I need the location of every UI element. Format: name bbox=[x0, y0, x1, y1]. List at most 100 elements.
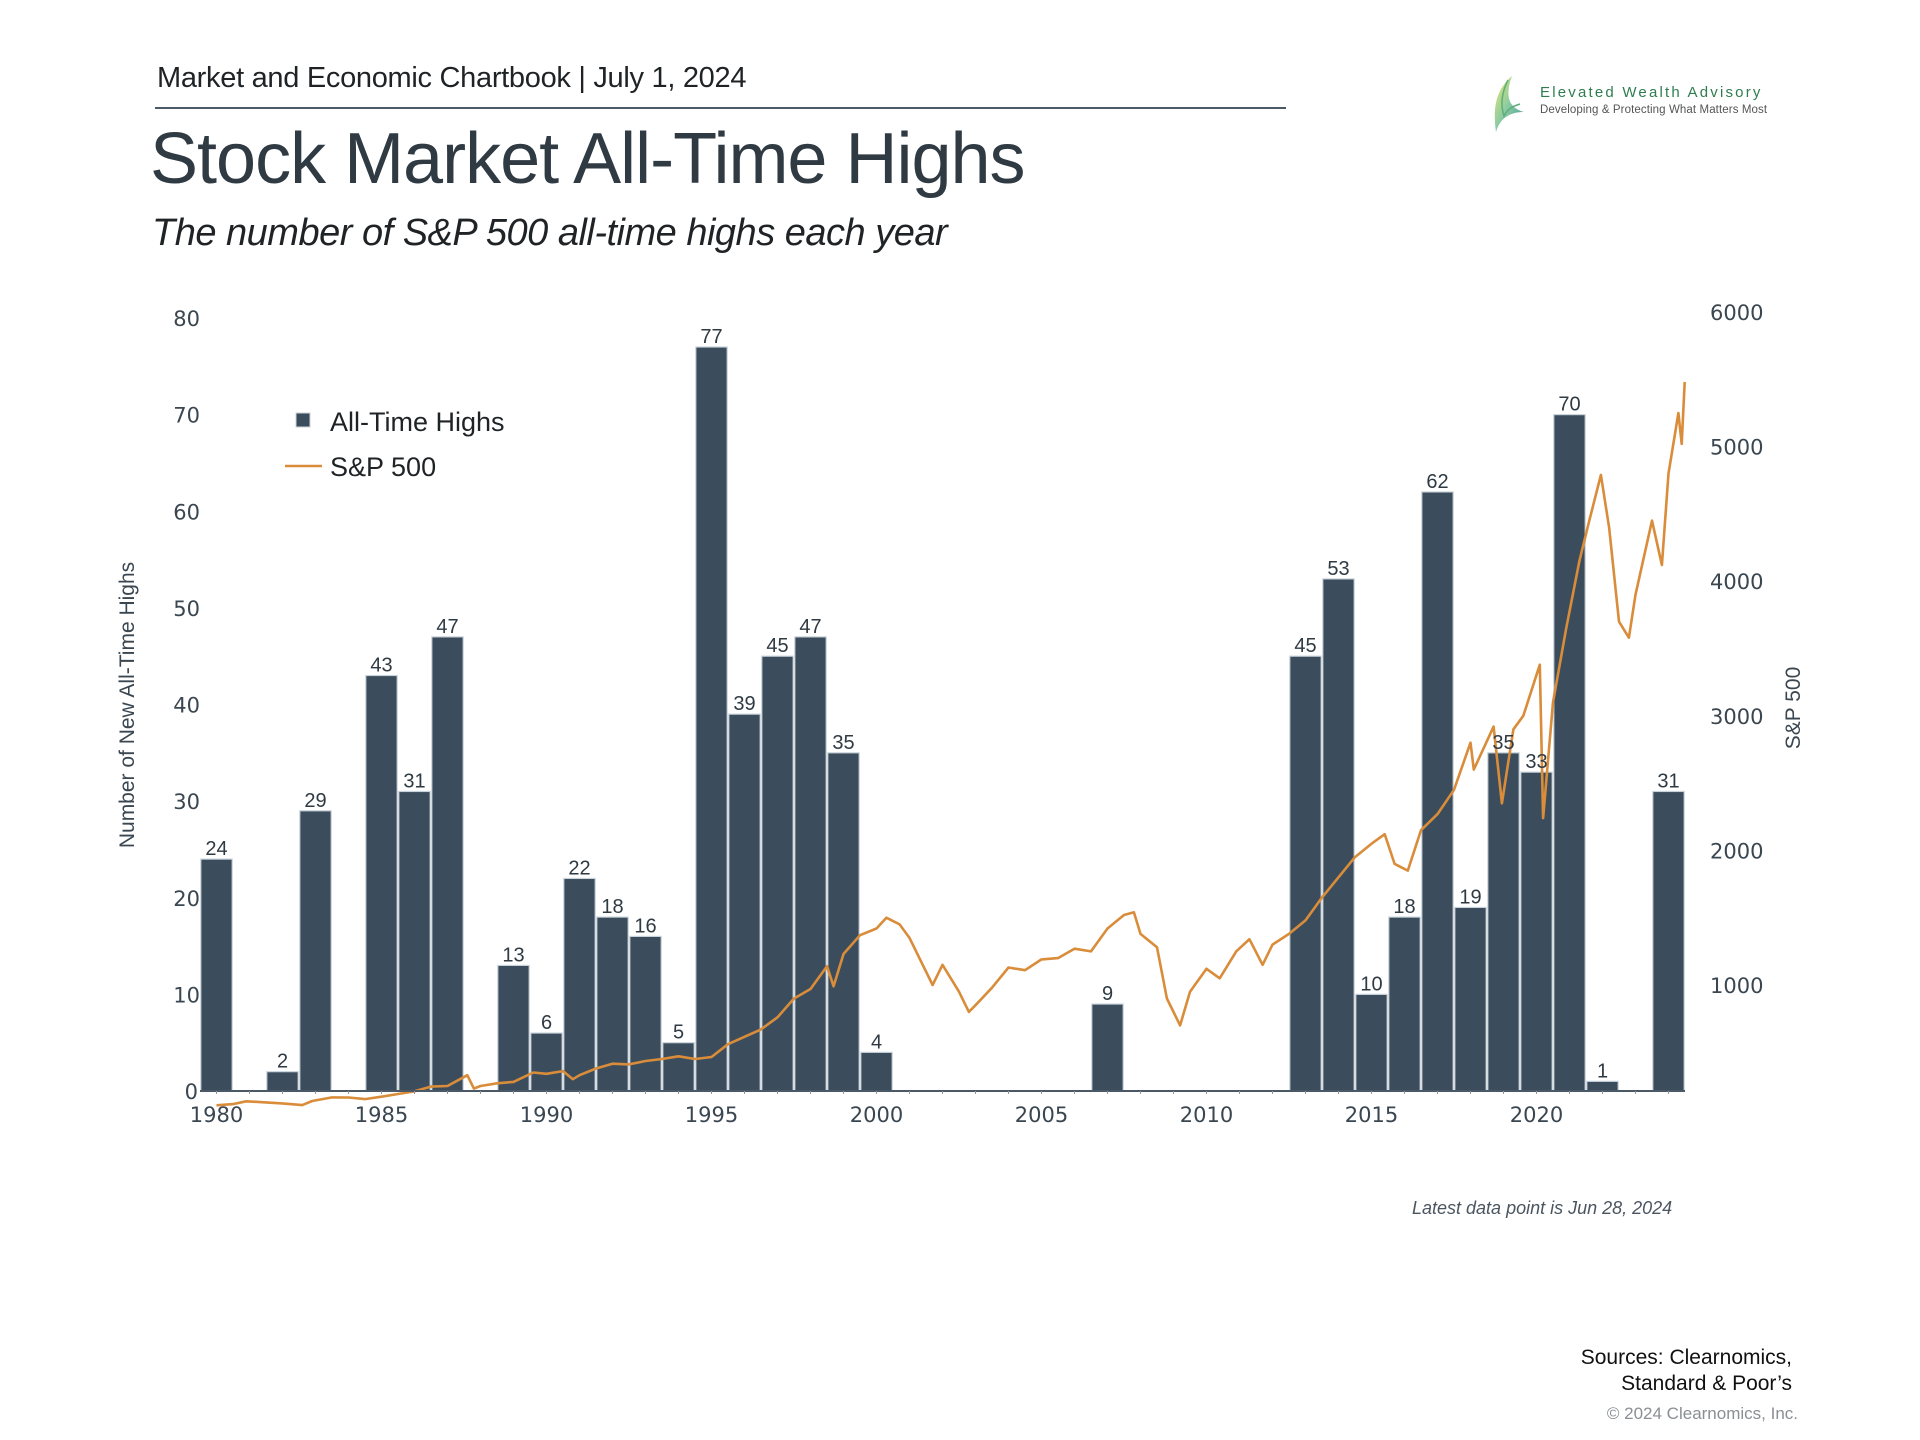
y2-tick-label-3000: 3000 bbox=[1710, 705, 1763, 729]
data-label-1993: 16 bbox=[634, 915, 656, 937]
bar-2024 bbox=[1652, 790, 1685, 1092]
y2-axis-title: S&P 500 bbox=[1782, 667, 1805, 750]
bar-1982 bbox=[266, 1071, 299, 1092]
x-tick-label-2000: 2000 bbox=[850, 1103, 903, 1127]
y2-tick-label-5000: 5000 bbox=[1710, 436, 1763, 460]
y-tick-label-80: 80 bbox=[173, 307, 200, 331]
bar-1996 bbox=[728, 713, 761, 1092]
legend-label-bars: All-Time Highs bbox=[330, 407, 505, 437]
bar-2022 bbox=[1586, 1080, 1619, 1092]
data-label-1995: 77 bbox=[700, 326, 722, 348]
data-label-1998: 47 bbox=[799, 616, 821, 638]
x-tick-label-2015: 2015 bbox=[1345, 1103, 1398, 1127]
data-label-2000: 4 bbox=[871, 1031, 882, 1053]
bar-2019 bbox=[1487, 752, 1520, 1092]
x-tick-label-1980: 1980 bbox=[190, 1103, 243, 1127]
data-label-1997: 45 bbox=[766, 635, 788, 657]
bars-layer bbox=[200, 346, 1685, 1092]
y-tick-label-30: 30 bbox=[173, 790, 200, 814]
legend-label-line: S&P 500 bbox=[330, 452, 436, 482]
bar-1983 bbox=[299, 810, 332, 1092]
data-label-1983: 29 bbox=[304, 790, 326, 812]
data-label-2019: 35 bbox=[1492, 732, 1514, 754]
y-tick-label-10: 10 bbox=[173, 983, 200, 1007]
sp500-line bbox=[216, 381, 1686, 1107]
bar-1993 bbox=[629, 935, 662, 1092]
bar-1994 bbox=[662, 1042, 695, 1092]
y2-tick-label-6000: 6000 bbox=[1710, 301, 1763, 325]
chartbook-header: Market and Economic Chartbook | July 1, … bbox=[157, 62, 747, 94]
y-tick-label-20: 20 bbox=[173, 887, 200, 911]
y-tick-label-0: 0 bbox=[185, 1080, 198, 1104]
sources-line-2: Standard & Poor’s bbox=[1621, 1372, 1792, 1395]
data-label-2020: 33 bbox=[1525, 751, 1547, 773]
y-tick-label-60: 60 bbox=[173, 500, 200, 524]
bar-2018 bbox=[1454, 906, 1487, 1092]
data-label-1994: 5 bbox=[673, 1022, 684, 1044]
bar-1985 bbox=[365, 674, 398, 1092]
y-tick-label-70: 70 bbox=[173, 404, 200, 428]
bar-2000 bbox=[860, 1051, 893, 1092]
sources: Sources: Clearnomics, Standard & Poor’s bbox=[1581, 1345, 1792, 1397]
data-label-2016: 18 bbox=[1393, 896, 1415, 918]
data-label-2017: 62 bbox=[1426, 471, 1448, 493]
bar-1998 bbox=[794, 636, 827, 1092]
bar-1986 bbox=[398, 790, 431, 1092]
line-layer bbox=[216, 381, 1686, 1107]
bar-2013 bbox=[1289, 655, 1322, 1092]
bar-1991 bbox=[563, 877, 596, 1092]
data-label-2013: 45 bbox=[1294, 635, 1316, 657]
sail-leaf-icon bbox=[1494, 76, 1524, 132]
data-label-2014: 53 bbox=[1327, 558, 1349, 580]
data-label-1991: 22 bbox=[568, 857, 590, 879]
data-label-2018: 19 bbox=[1459, 886, 1481, 908]
bar-1999 bbox=[827, 752, 860, 1092]
y-tick-label-40: 40 bbox=[173, 694, 200, 718]
legend-swatch-bars bbox=[295, 412, 311, 428]
legend: All-Time Highs S&P 500 bbox=[285, 407, 505, 482]
page-subtitle: The number of S&P 500 all-time highs eac… bbox=[152, 212, 948, 254]
x-tick-label-1995: 1995 bbox=[685, 1103, 738, 1127]
logo-tagline: Developing & Protecting What Matters Mos… bbox=[1540, 104, 1768, 116]
data-label-1992: 18 bbox=[601, 896, 623, 918]
x-tick-label-1990: 1990 bbox=[520, 1103, 573, 1127]
page-title: Stock Market All-Time Highs bbox=[150, 119, 1026, 199]
latest-data-note: Latest data point is Jun 28, 2024 bbox=[1412, 1198, 1673, 1218]
data-label-1987: 47 bbox=[436, 616, 458, 638]
bar-1995 bbox=[695, 346, 728, 1092]
data-label-2022: 1 bbox=[1597, 1060, 1608, 1082]
labels-layer: 24 2 29 43 31 47 13 6 22 18 16 5 77 39 45 47 35 4 9 45 53 10 1… bbox=[205, 326, 1679, 1082]
y2-tick-label-4000: 4000 bbox=[1710, 570, 1763, 594]
data-label-1982: 2 bbox=[277, 1051, 288, 1073]
data-label-2015: 10 bbox=[1360, 973, 1382, 995]
data-label-1986: 31 bbox=[403, 770, 425, 792]
x-tick-label-2005: 2005 bbox=[1015, 1103, 1068, 1127]
logo-name: Elevated Wealth Advisory bbox=[1540, 84, 1763, 101]
y2-tick-label-1000: 1000 bbox=[1710, 974, 1763, 998]
data-label-1990: 6 bbox=[541, 1012, 552, 1034]
data-label-1996: 39 bbox=[733, 693, 755, 715]
bar-1987 bbox=[431, 636, 464, 1092]
bar-2017 bbox=[1421, 491, 1454, 1092]
x-tick-label-1985: 1985 bbox=[355, 1103, 408, 1127]
bar-1989 bbox=[497, 964, 530, 1092]
bar-2014 bbox=[1322, 578, 1355, 1092]
y-tick-label-50: 50 bbox=[173, 597, 200, 621]
data-label-1999: 35 bbox=[832, 732, 854, 754]
data-label-1989: 13 bbox=[502, 944, 524, 966]
bar-2020 bbox=[1520, 771, 1553, 1092]
y2-tick-label-2000: 2000 bbox=[1710, 839, 1763, 863]
sources-line-1: Sources: Clearnomics, bbox=[1580, 1346, 1792, 1369]
bar-2016 bbox=[1388, 916, 1421, 1092]
bar-1990 bbox=[530, 1032, 563, 1092]
axes-layer: 1980 1985 1990 1995 2000 2005 2010 2015 20200102… bbox=[173, 301, 1763, 1127]
data-label-2021: 70 bbox=[1558, 394, 1580, 416]
bar-2007 bbox=[1091, 1003, 1124, 1092]
header-divider bbox=[155, 107, 1286, 109]
bar-2021 bbox=[1553, 414, 1586, 1092]
x-tick-label-2010: 2010 bbox=[1180, 1103, 1233, 1127]
data-label-1985: 43 bbox=[370, 655, 392, 677]
bar-1992 bbox=[596, 916, 629, 1092]
data-label-1980: 24 bbox=[205, 838, 227, 860]
